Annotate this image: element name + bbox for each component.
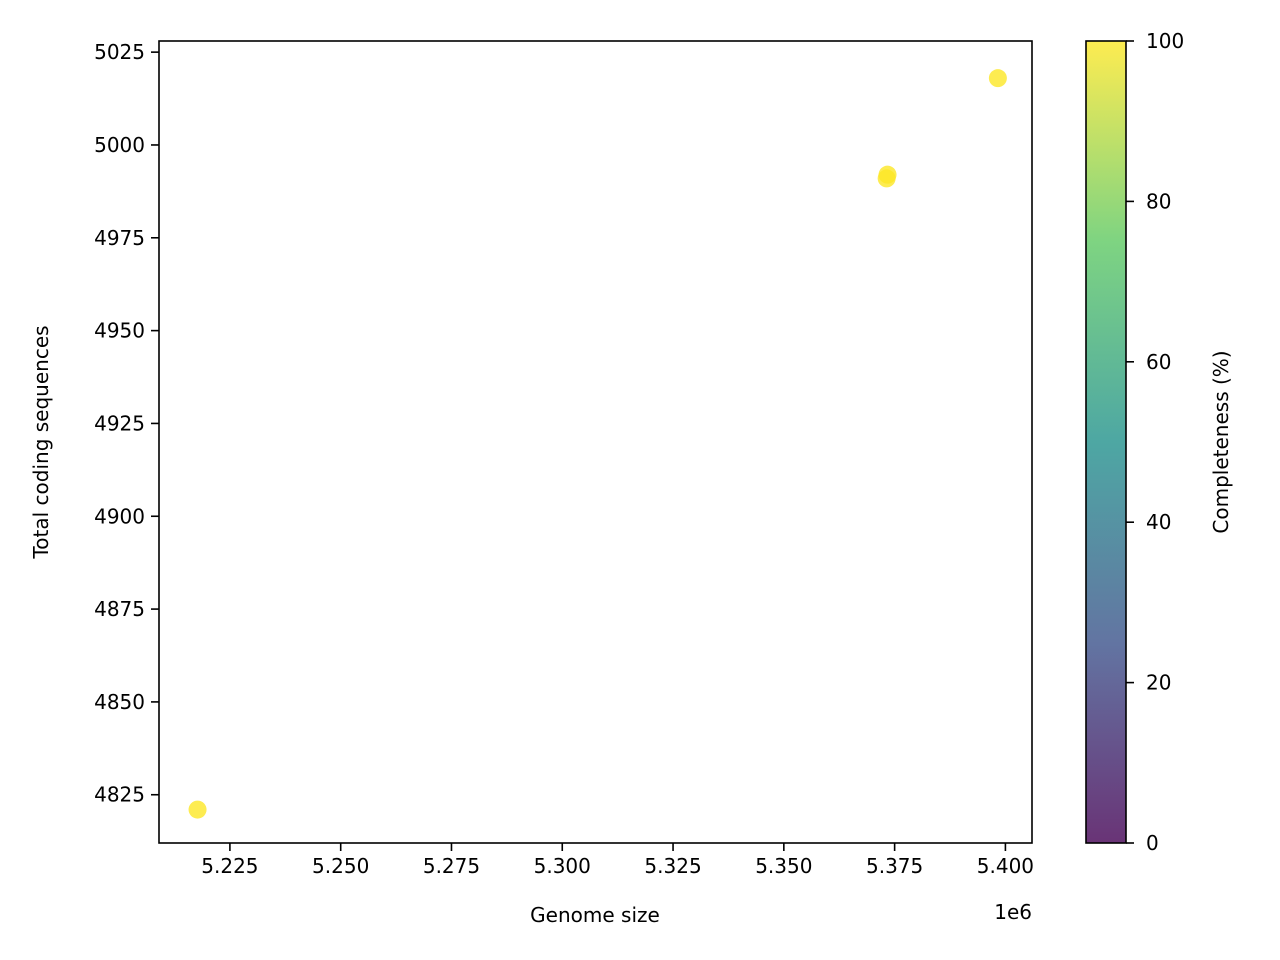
x-tick-label: 5.325 (644, 854, 701, 878)
y-tick-label: 5025 (94, 40, 145, 64)
y-axis-label: Total coding sequences (29, 325, 53, 559)
x-tick-label: 5.275 (423, 854, 480, 878)
scatter-point (188, 800, 207, 819)
y-tick-label: 4925 (94, 411, 145, 435)
colorbar-tick-label: 80 (1146, 189, 1171, 213)
scatter-point (878, 165, 897, 184)
y-tick-label: 4825 (94, 783, 145, 807)
colorbar-tick-label: 60 (1146, 350, 1171, 374)
colorbar-tick-label: 100 (1146, 29, 1184, 53)
y-tick-label: 4900 (94, 504, 145, 528)
points-layer (188, 69, 1007, 819)
x-tick-label: 5.375 (866, 854, 923, 878)
y-tick-label: 4975 (94, 226, 145, 250)
colorbar-ticks: 0 20 40 60 80 100 (1126, 29, 1184, 855)
colorbar-tick-label: 0 (1146, 831, 1159, 855)
y-tick-label: 4950 (94, 319, 145, 343)
x-tick-label: 5.250 (312, 854, 369, 878)
colorbar: 0 20 40 60 80 100 Completeness (%) (1085, 29, 1233, 855)
y-tick-label: 4875 (94, 597, 145, 621)
x-axis-label: Genome size (530, 903, 660, 927)
x-tick-label: 5.300 (534, 854, 591, 878)
colorbar-label: Completeness (%) (1209, 350, 1233, 533)
x-axis-offset-label: 1e6 (994, 900, 1032, 924)
colorbar-tick-label: 20 (1146, 671, 1171, 695)
x-tick-label: 5.400 (977, 854, 1034, 878)
plot-area-frame (158, 40, 1033, 844)
x-tick-label: 5.350 (755, 854, 812, 878)
x-axis: 5.225 5.250 5.275 5.300 5.325 5.350 5.375 5.400 (201, 843, 1034, 878)
colorbar-tick-label: 40 (1146, 510, 1171, 534)
y-axis: 4825 4850 4875 4900 4925 4950 4975 5000 5025 (94, 40, 159, 807)
x-tick-label: 5.225 (201, 854, 258, 878)
scatter-point (988, 69, 1007, 88)
colorbar-gradient (1085, 40, 1127, 844)
y-tick-label: 4850 (94, 690, 145, 714)
y-tick-label: 5000 (94, 133, 145, 157)
